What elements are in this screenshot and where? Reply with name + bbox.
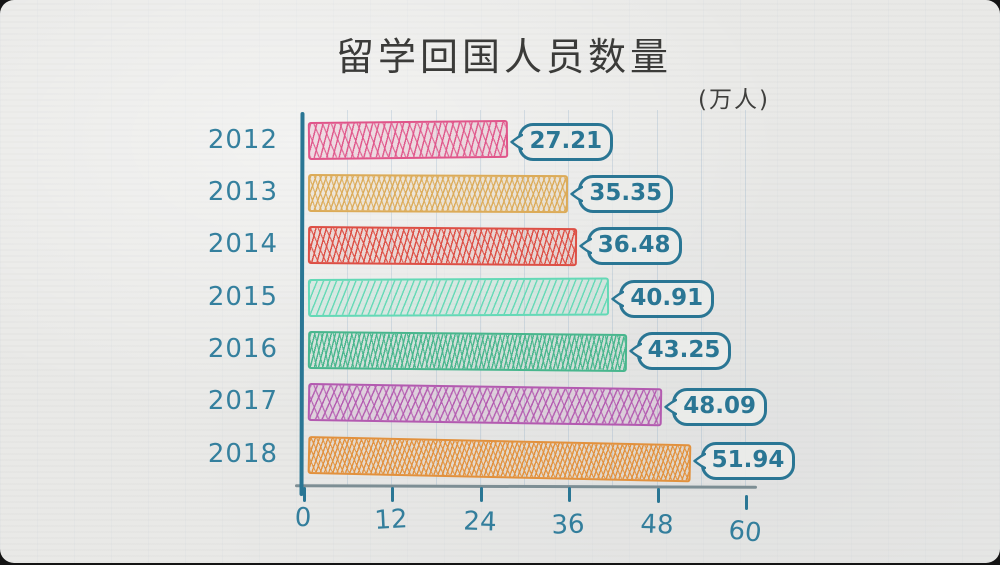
value-callout-2017: 48.09 [664, 388, 768, 426]
callout-arrow-icon [510, 133, 524, 151]
year-label-2017: 2017 [207, 386, 278, 416]
x-tick [568, 487, 572, 502]
x-tick-label-12: 12 [374, 504, 409, 536]
value-label: 40.91 [630, 285, 704, 311]
value-callout-2012: 27.21 [510, 123, 614, 161]
callout-arrow-icon [611, 290, 625, 308]
year-label-2015: 2015 [207, 282, 278, 312]
value-callout-2014: 36.48 [579, 227, 682, 265]
x-tick-label-60: 60 [726, 515, 764, 549]
year-label-2018: 2018 [207, 439, 278, 469]
year-label-2013: 2013 [207, 177, 278, 207]
x-tick-label-0: 0 [294, 502, 312, 534]
x-tick [745, 495, 748, 510]
bar-2017 [307, 383, 663, 427]
bar-2013 [307, 174, 569, 214]
callout-arrow-icon [570, 185, 584, 203]
x-tick-label-24: 24 [462, 506, 497, 538]
callout-arrow-icon [628, 342, 642, 360]
value-callout-2013: 35.35 [570, 175, 674, 213]
x-tick [656, 488, 660, 503]
bar-2015 [307, 277, 610, 317]
bar-2012 [307, 119, 509, 160]
value-callout-2015: 40.91 [611, 280, 715, 318]
value-label: 48.09 [683, 393, 757, 419]
year-label-2014: 2014 [207, 229, 278, 259]
value-label: 43.25 [647, 337, 721, 363]
callout-arrow-icon [664, 398, 678, 416]
chart-title: 留学回国人员数量 [335, 35, 672, 79]
value-callout-2018: 51.94 [692, 442, 796, 480]
value-label: 51.94 [711, 447, 785, 473]
value-label: 35.35 [589, 180, 663, 206]
bar-2018 [307, 436, 691, 483]
x-tick [391, 487, 395, 502]
callout-arrow-icon [579, 237, 592, 255]
year-label-2012: 2012 [207, 125, 278, 155]
x-tick-label-48: 48 [639, 509, 674, 541]
bar-2014 [307, 226, 577, 267]
x-tick [303, 487, 306, 502]
x-axis-line [294, 484, 758, 489]
value-label: 27.21 [529, 128, 603, 154]
year-label-2016: 2016 [207, 334, 278, 364]
y-axis-line [299, 111, 305, 497]
x-tick [479, 487, 483, 502]
unit-label: (万人) [698, 87, 770, 113]
x-tick-label-36: 36 [551, 509, 586, 541]
gridline [745, 110, 746, 487]
bar-2016 [307, 331, 627, 373]
callout-arrow-icon [692, 452, 706, 470]
value-label: 36.48 [597, 232, 671, 258]
value-callout-2016: 43.25 [628, 332, 732, 370]
